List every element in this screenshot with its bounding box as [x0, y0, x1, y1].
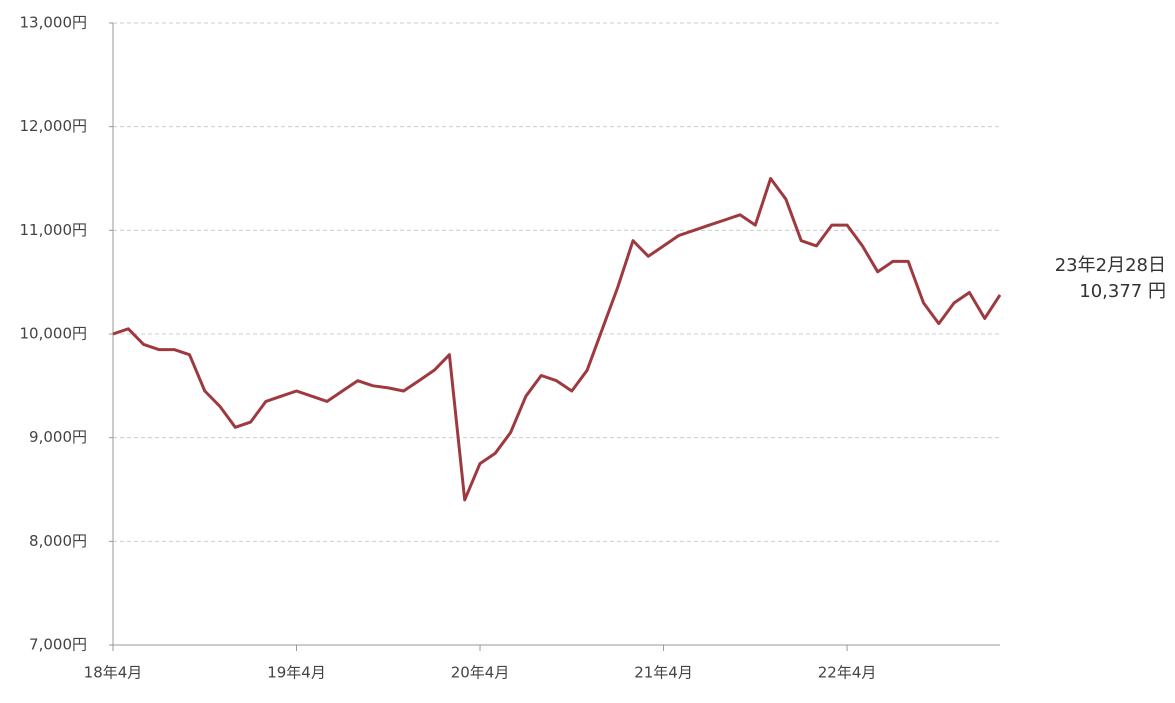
- x-tick-label: 21年4月: [634, 664, 693, 682]
- x-tick-label: 22年4月: [818, 664, 877, 682]
- y-tick-label: 7,000円: [29, 636, 87, 654]
- y-tick-label: 8,000円: [29, 532, 87, 550]
- x-tick-label: 18年4月: [84, 664, 143, 682]
- value-label: 10,377 円: [1079, 281, 1166, 302]
- y-tick-label: 12,000円: [20, 117, 88, 135]
- x-tick-label: 19年4月: [267, 664, 326, 682]
- y-tick-label: 9,000円: [29, 428, 87, 446]
- y-tick-label: 13,000円: [20, 14, 88, 32]
- y-tick-label: 10,000円: [20, 325, 88, 343]
- annotation-date: 23年2月28日: [1055, 255, 1166, 276]
- y-tick-label: 11,000円: [20, 221, 88, 239]
- x-tick-label: 20年4月: [451, 664, 510, 682]
- line: [112, 177, 1002, 502]
